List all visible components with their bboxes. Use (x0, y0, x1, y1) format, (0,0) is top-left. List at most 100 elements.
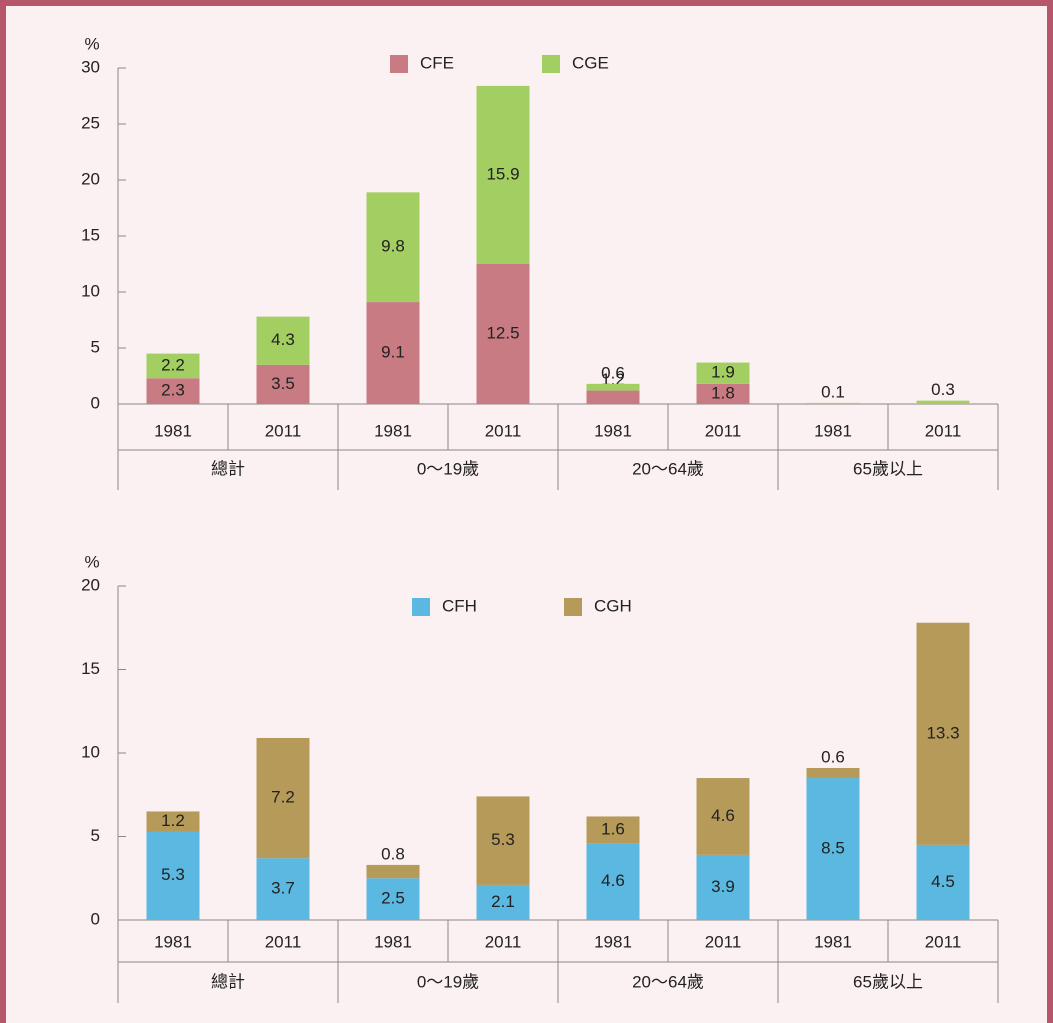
group-label: 65歲以上 (853, 972, 923, 991)
x-tick-label: 2011 (265, 421, 302, 440)
data-label: 1.6 (601, 819, 625, 838)
data-label: 7.2 (271, 788, 295, 807)
data-label: 0.3 (931, 380, 955, 399)
y-tick-label: 15 (81, 225, 100, 244)
bar-segment (696, 854, 750, 920)
data-label: 2.2 (161, 355, 185, 374)
y-tick-label: 20 (81, 169, 100, 188)
bar-segment (916, 622, 970, 845)
bar-segment (256, 364, 310, 404)
legend-label: CFE (420, 53, 454, 72)
bar-segment (586, 383, 640, 391)
data-label: 4.6 (711, 806, 735, 825)
y-tick-label: 10 (81, 281, 100, 300)
data-label: 0.6 (601, 363, 625, 382)
y-tick-label: 30 (81, 57, 100, 76)
data-label: 3.5 (271, 374, 295, 393)
bar-segment (806, 768, 860, 779)
data-label: 5.3 (161, 865, 185, 884)
x-tick-label: 1981 (594, 421, 632, 440)
data-label: 0.1 (821, 382, 845, 401)
y-tick-label: 20 (81, 575, 100, 594)
y-tick-label: 0 (91, 909, 100, 928)
data-label: 2.1 (491, 892, 515, 911)
bar-segment (696, 362, 750, 384)
bar-segment (476, 85, 530, 264)
bar-segment (146, 378, 200, 404)
data-label: 8.5 (821, 839, 845, 858)
y-axis-label: % (84, 34, 99, 53)
y-tick-label: 15 (81, 659, 100, 678)
bar-segment (916, 844, 970, 920)
bar-segment (586, 816, 640, 844)
group-label: 20〜64歲 (632, 972, 704, 991)
y-tick-label: 0 (91, 393, 100, 412)
data-label: 12.5 (486, 323, 519, 342)
bar-segment (146, 353, 200, 379)
data-label: 0.6 (821, 748, 845, 767)
x-tick-label: 1981 (154, 932, 192, 951)
y-axis-label: % (84, 552, 99, 571)
group-label: 65歲以上 (853, 459, 923, 478)
group-label: 總計 (211, 459, 245, 478)
bar-segment (366, 864, 420, 879)
y-tick-label: 5 (91, 826, 100, 845)
x-tick-label: 1981 (814, 932, 852, 951)
x-tick-label: 2011 (485, 421, 522, 440)
bar-segment (476, 884, 530, 920)
group-label: 總計 (211, 972, 245, 991)
bar-segment (806, 402, 860, 404)
data-label: 4.3 (271, 330, 295, 349)
bar-segment (366, 302, 420, 404)
data-label: 1.8 (711, 383, 735, 402)
data-label: 4.5 (931, 872, 955, 891)
x-tick-label: 1981 (374, 421, 412, 440)
data-label: 5.3 (491, 830, 515, 849)
data-label: 1.9 (711, 363, 735, 382)
data-label: 3.7 (271, 879, 295, 898)
group-label: 0〜19歲 (417, 972, 479, 991)
bar-segment (476, 264, 530, 404)
x-tick-label: 2011 (265, 932, 302, 951)
bar-segment (916, 400, 970, 404)
bar-segment (256, 737, 310, 859)
data-label: 9.8 (381, 237, 405, 256)
bar-segment (806, 778, 860, 920)
x-tick-label: 2011 (925, 932, 962, 951)
bar-segment (146, 811, 200, 832)
data-label: 4.6 (601, 871, 625, 890)
x-tick-label: 1981 (154, 421, 192, 440)
group-label: 0〜19歲 (417, 459, 479, 478)
legend-swatch (564, 598, 582, 616)
x-tick-label: 2011 (485, 932, 522, 951)
y-tick-label: 25 (81, 113, 100, 132)
legend-label: CFH (442, 596, 477, 615)
group-label: 20〜64歲 (632, 459, 704, 478)
bar-segment (366, 878, 420, 920)
legend-label: CGH (594, 596, 632, 615)
x-tick-label: 2011 (705, 932, 742, 951)
bar-segment (256, 316, 310, 365)
data-label: 3.9 (711, 877, 735, 896)
data-label: 2.3 (161, 381, 185, 400)
data-label: 9.1 (381, 343, 405, 362)
y-tick-label: 5 (91, 337, 100, 356)
bar-segment (366, 192, 420, 303)
x-tick-label: 1981 (814, 421, 852, 440)
data-label: 0.8 (381, 844, 405, 863)
bar-segment (256, 858, 310, 920)
y-tick-label: 10 (81, 742, 100, 761)
legend-swatch (542, 55, 560, 73)
bar-segment (586, 843, 640, 920)
data-label: 15.9 (486, 164, 519, 183)
bar-segment (146, 831, 200, 920)
legend-swatch (412, 598, 430, 616)
x-tick-label: 2011 (705, 421, 742, 440)
data-label: 2.5 (381, 889, 405, 908)
data-label: 13.3 (926, 723, 959, 742)
x-tick-label: 2011 (925, 421, 962, 440)
x-tick-label: 1981 (594, 932, 632, 951)
bar-segment (696, 383, 750, 404)
